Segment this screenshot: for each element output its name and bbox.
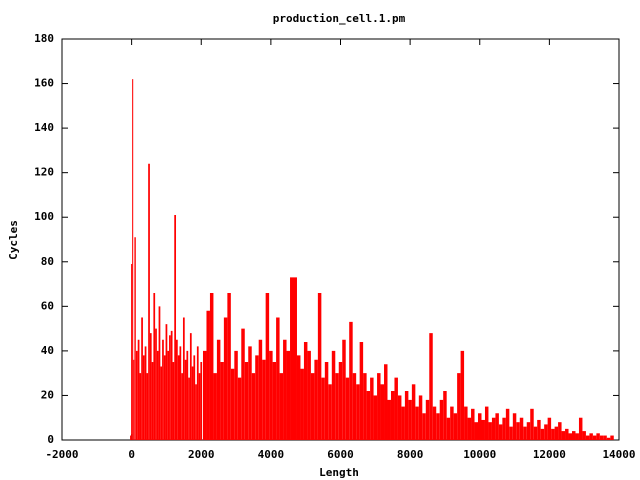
x-tick-label: -2000 — [45, 448, 78, 461]
y-tick-label: 40 — [41, 344, 54, 357]
x-tick-label: 6000 — [327, 448, 354, 461]
x-tick-label: 12000 — [533, 448, 566, 461]
y-tick-label: 160 — [34, 77, 54, 90]
y-tick-label: 100 — [34, 210, 54, 223]
y-tick-label: 60 — [41, 299, 54, 312]
x-axis-label: Length — [319, 466, 359, 479]
y-tick-label: 180 — [34, 32, 54, 45]
y-tick-label: 80 — [41, 255, 54, 268]
x-tick-label: 8000 — [397, 448, 424, 461]
x-tick-label: 10000 — [463, 448, 496, 461]
x-tick-label: 0 — [128, 448, 135, 461]
y-tick-label: 0 — [47, 433, 54, 446]
y-tick-label: 20 — [41, 388, 54, 401]
y-tick-label: 120 — [34, 166, 54, 179]
y-tick-label: 140 — [34, 121, 54, 134]
x-tick-label: 2000 — [188, 448, 215, 461]
y-axis-label: Cycles — [7, 220, 20, 260]
x-tick-label: 4000 — [258, 448, 285, 461]
x-tick-label: 14000 — [602, 448, 635, 461]
chart-title: production_cell.1.pm — [273, 12, 406, 25]
